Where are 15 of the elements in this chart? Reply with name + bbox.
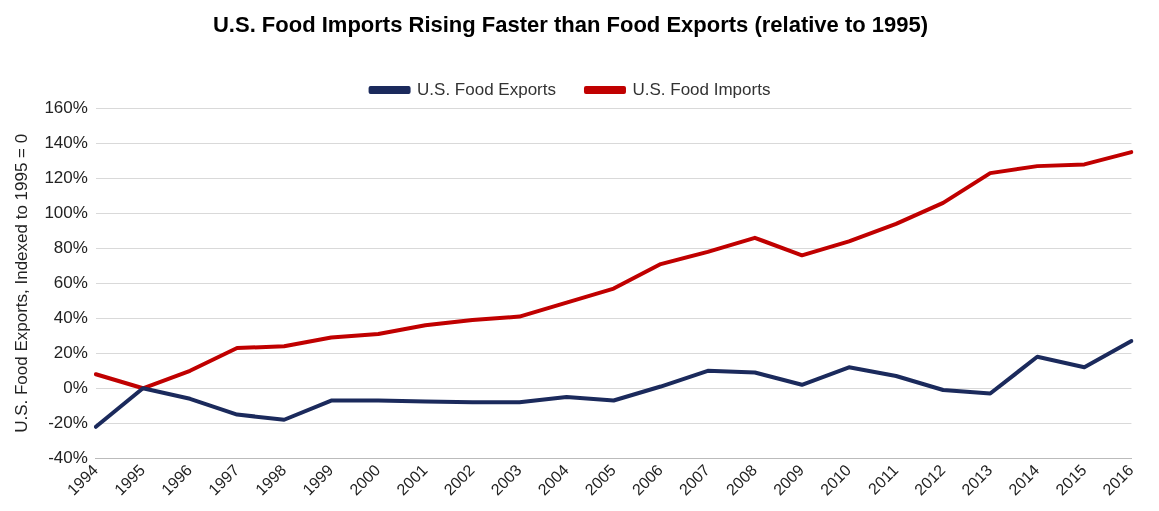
y-tick-label: 40%	[53, 308, 88, 327]
y-tick-label: 60%	[53, 273, 88, 293]
y-tick-label: 160%	[44, 98, 88, 118]
chart-title: U.S. Food Imports Rising Faster than Food Exports (relative to 1995)	[212, 12, 929, 38]
legend-label: U.S. Food Exports	[417, 79, 556, 99]
y-axis-title: U.S. Food Exports, Indexed to 1995 = 0	[11, 133, 31, 433]
y-tick-label: 100%	[44, 203, 88, 223]
y-tick-label: -40%	[48, 447, 88, 467]
y-tick-label: 20%	[53, 342, 88, 362]
y-tick-label: -20%	[48, 412, 88, 432]
y-tick-label: 140%	[44, 133, 88, 153]
y-tick-label: 120%	[44, 168, 88, 188]
y-tick-label: 80%	[53, 238, 88, 258]
y-tick-label: 0%	[63, 377, 88, 397]
legend-label: U.S. Food Imports	[632, 79, 771, 99]
